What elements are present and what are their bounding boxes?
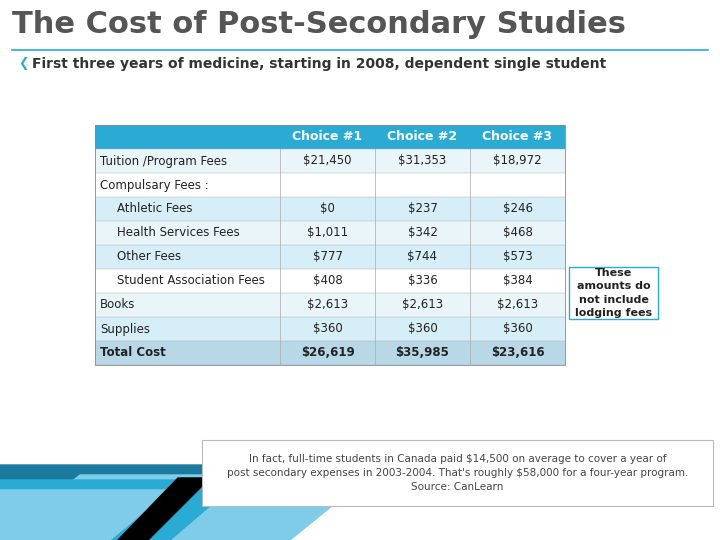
Text: First three years of medicine, starting in 2008, dependent single student: First three years of medicine, starting … — [32, 57, 606, 71]
FancyBboxPatch shape — [95, 269, 565, 293]
Text: $360: $360 — [408, 322, 437, 335]
Polygon shape — [0, 475, 370, 540]
Text: Compulsary Fees :: Compulsary Fees : — [100, 179, 209, 192]
Text: Choice #2: Choice #2 — [387, 131, 458, 144]
FancyBboxPatch shape — [202, 440, 713, 506]
Text: Books: Books — [100, 299, 135, 312]
Text: Supplies: Supplies — [100, 322, 150, 335]
Text: $342: $342 — [408, 226, 438, 240]
FancyBboxPatch shape — [95, 341, 565, 365]
Text: Total Cost: Total Cost — [100, 347, 166, 360]
Text: $777: $777 — [312, 251, 343, 264]
Text: $336: $336 — [408, 274, 437, 287]
Text: These
amounts do
not include
lodging fees: These amounts do not include lodging fee… — [575, 268, 652, 318]
FancyBboxPatch shape — [95, 245, 565, 269]
Text: Other Fees: Other Fees — [117, 251, 181, 264]
Text: $468: $468 — [503, 226, 532, 240]
Text: $26,619: $26,619 — [301, 347, 354, 360]
Polygon shape — [0, 490, 170, 540]
Text: Student Association Fees: Student Association Fees — [117, 274, 265, 287]
Text: Choice #3: Choice #3 — [482, 131, 552, 144]
Text: The Cost of Post-Secondary Studies: The Cost of Post-Secondary Studies — [12, 10, 626, 39]
Text: Health Services Fees: Health Services Fees — [117, 226, 240, 240]
FancyBboxPatch shape — [95, 317, 565, 341]
FancyBboxPatch shape — [95, 173, 565, 197]
Polygon shape — [118, 478, 210, 540]
Text: In fact, full-time students in Canada paid $14,500 on average to cover a year of: In fact, full-time students in Canada pa… — [227, 454, 688, 492]
FancyBboxPatch shape — [95, 293, 565, 317]
Text: Tuition /Program Fees: Tuition /Program Fees — [100, 154, 227, 167]
FancyBboxPatch shape — [95, 221, 565, 245]
Text: $360: $360 — [503, 322, 532, 335]
FancyBboxPatch shape — [569, 267, 658, 319]
Polygon shape — [0, 480, 240, 540]
Text: $360: $360 — [312, 322, 343, 335]
FancyBboxPatch shape — [95, 197, 565, 221]
Text: $2,613: $2,613 — [497, 299, 538, 312]
Text: $237: $237 — [408, 202, 438, 215]
Text: $2,613: $2,613 — [402, 299, 443, 312]
Text: $384: $384 — [503, 274, 532, 287]
Text: $18,972: $18,972 — [493, 154, 542, 167]
Text: Choice #1: Choice #1 — [292, 131, 363, 144]
Text: $23,616: $23,616 — [491, 347, 544, 360]
Text: $35,985: $35,985 — [395, 347, 449, 360]
Text: $408: $408 — [312, 274, 343, 287]
FancyBboxPatch shape — [95, 149, 565, 173]
Polygon shape — [0, 465, 295, 540]
Text: Athletic Fees: Athletic Fees — [117, 202, 192, 215]
Text: $573: $573 — [503, 251, 532, 264]
Text: $1,011: $1,011 — [307, 226, 348, 240]
Text: ❮: ❮ — [18, 57, 29, 70]
Text: $744: $744 — [408, 251, 438, 264]
FancyBboxPatch shape — [95, 125, 565, 149]
Text: $2,613: $2,613 — [307, 299, 348, 312]
Text: $21,450: $21,450 — [303, 154, 352, 167]
Text: $0: $0 — [320, 202, 335, 215]
Text: $246: $246 — [503, 202, 533, 215]
Text: $31,353: $31,353 — [398, 154, 446, 167]
